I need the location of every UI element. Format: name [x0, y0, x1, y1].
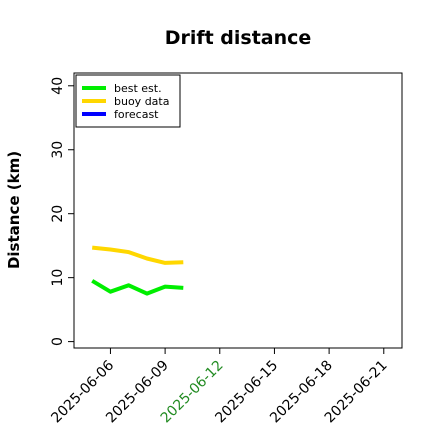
series-line-buoy-data [91, 245, 184, 265]
series-group [91, 245, 184, 296]
series-line-best-est [91, 279, 184, 296]
plot-frame [73, 72, 403, 349]
legend-label: forecast [114, 108, 159, 121]
legend-label: buoy data [114, 95, 169, 108]
x-axis: 2025-06-062025-06-092025-06-122025-06-15… [48, 348, 391, 426]
y-tick-label: 10 [50, 269, 66, 287]
y-axis: 0 10 20 30 40 [50, 77, 74, 346]
y-tick-label: 40 [50, 77, 66, 95]
y-tick-label: 30 [50, 141, 66, 159]
y-tick-label: 0 [50, 337, 66, 346]
legend-label: best est. [114, 82, 162, 95]
y-tick-label: 20 [50, 205, 66, 223]
chart-title: Drift distance [165, 27, 312, 49]
y-axis-label: Distance (km) [5, 151, 23, 269]
